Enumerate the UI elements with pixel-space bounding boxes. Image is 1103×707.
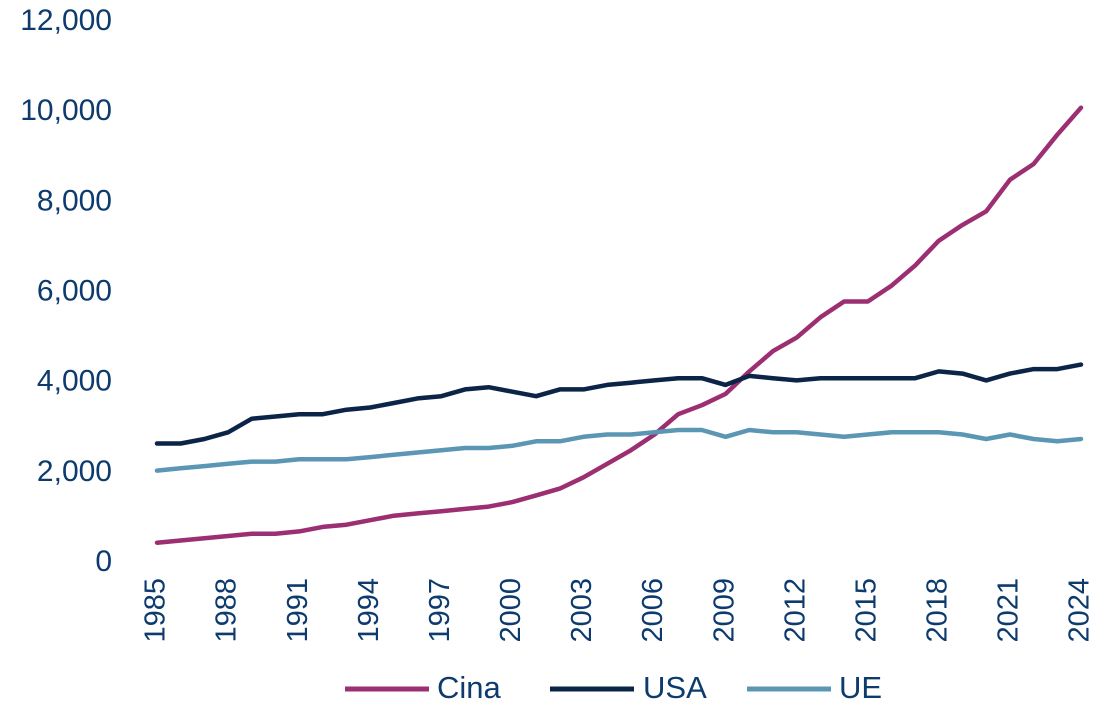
plot-lines [154,105,1084,545]
x-tick-label: 2012 [779,578,811,643]
y-tick-label: 4,000 [37,365,112,398]
series-line-ue [154,427,1084,473]
x-tick-label: 1991 [282,578,314,643]
legend-label-usa: USA [643,670,707,705]
series-line-cina [154,105,1084,545]
x-tick-label: 2018 [922,578,954,643]
x-tick-label: 2009 [708,578,740,643]
x-tick-label: 2021 [993,578,1025,643]
series-line-usa [154,362,1084,446]
y-tick-label: 10,000 [20,94,112,127]
x-tick-label: 2003 [566,578,598,643]
y-tick-label: 2,000 [37,455,112,488]
x-tick-label: 1994 [353,578,385,643]
x-tick-label: 2024 [1064,578,1096,643]
x-tick-label: 1985 [140,578,172,643]
y-tick-label: 12,000 [20,4,112,37]
y-tick-label: 6,000 [37,274,112,307]
x-tick-label: 1997 [424,578,456,643]
x-tick-label: 2006 [637,578,669,643]
legend-label-cina: Cina [437,670,502,705]
x-axis: 1985 1988 1991 1994 1997 2000 2003 2006 2009 2012… [140,578,1096,643]
y-tick-label: 8,000 [37,184,112,217]
y-tick-label: 0 [95,545,112,578]
legend: Cina USA UE [345,670,882,705]
x-tick-label: 2015 [850,578,882,643]
legend-label-ue: UE [839,670,882,705]
x-tick-label: 2000 [495,578,527,643]
x-tick-label: 1988 [211,578,243,643]
y-axis: 0 2,000 4,000 6,000 8,000 10,000 12,000 [20,4,112,578]
